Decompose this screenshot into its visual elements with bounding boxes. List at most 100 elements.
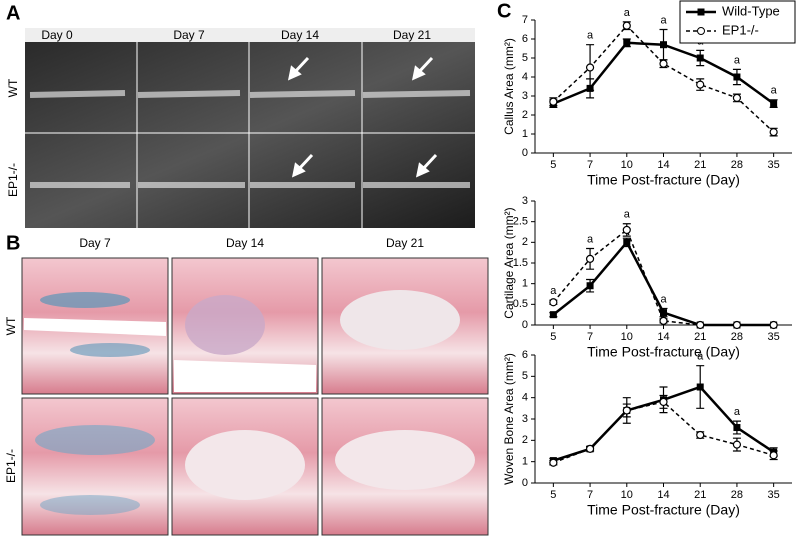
legend-marker bbox=[697, 8, 705, 16]
marker bbox=[732, 93, 742, 103]
panel-label: C bbox=[497, 0, 511, 22]
x-tick-label: 10 bbox=[621, 159, 633, 171]
marker bbox=[770, 100, 778, 108]
marker bbox=[585, 254, 595, 263]
y-tick-label: 1 bbox=[522, 456, 528, 468]
x-tick-label: 28 bbox=[731, 331, 743, 343]
bones bbox=[29, 90, 471, 188]
column-header: Day 14 bbox=[281, 28, 319, 42]
x-axis-label: Time Post-fracture (Day) bbox=[587, 344, 740, 360]
y-tick-label: 3 bbox=[522, 195, 528, 207]
marker bbox=[660, 41, 667, 49]
column-header: Day 21 bbox=[393, 28, 431, 42]
legend-box bbox=[679, 0, 796, 44]
y-tick-label: 0 bbox=[522, 147, 528, 159]
marker bbox=[732, 440, 742, 449]
cell-borders bbox=[25, 42, 475, 228]
y-tick-label: 5 bbox=[522, 370, 528, 382]
x-tick-label: 5 bbox=[550, 489, 556, 501]
marker bbox=[733, 73, 741, 81]
panel-label: B bbox=[6, 232, 20, 254]
marker bbox=[549, 458, 558, 467]
x-tick-label: 10 bbox=[621, 489, 633, 501]
y-tick-label: 4 bbox=[522, 71, 528, 83]
significance-label: a bbox=[734, 54, 741, 66]
significance-label: a bbox=[771, 85, 778, 97]
column-header: Day 21 bbox=[386, 236, 424, 250]
y-tick-label: 1 bbox=[522, 128, 528, 140]
significance-label: a bbox=[587, 30, 594, 42]
x-tick-label: 21 bbox=[694, 159, 706, 171]
marker bbox=[696, 80, 705, 89]
marker bbox=[659, 59, 668, 68]
column-header: Day 7 bbox=[173, 28, 205, 42]
arrows bbox=[287, 56, 438, 178]
x-tick-label: 14 bbox=[657, 159, 669, 171]
x-tick-label: 7 bbox=[587, 159, 593, 171]
x-axis-label: Time Post-fracture (Day) bbox=[587, 172, 740, 188]
marker bbox=[660, 309, 667, 317]
x-tick-label: 14 bbox=[657, 331, 669, 343]
marker bbox=[659, 397, 668, 407]
panel-label: A bbox=[6, 2, 20, 24]
marker bbox=[623, 39, 631, 47]
marker bbox=[733, 424, 741, 432]
marker bbox=[549, 97, 558, 106]
significance-label: a bbox=[587, 233, 594, 245]
y-tick-label: 3 bbox=[522, 413, 528, 425]
significance-label: a bbox=[660, 14, 667, 26]
significance-label: a bbox=[550, 285, 557, 297]
column-header: Day 0 bbox=[41, 28, 73, 42]
row-header: EP1-/- bbox=[6, 163, 20, 197]
x-tick-label: 7 bbox=[587, 489, 593, 501]
marker bbox=[623, 238, 631, 246]
marker bbox=[696, 320, 705, 330]
x-tick-label: 10 bbox=[621, 331, 633, 343]
xray-grid bbox=[25, 42, 475, 228]
x-tick-label: 28 bbox=[731, 489, 743, 501]
y-tick-label: 0.5 bbox=[513, 298, 528, 310]
y-axis-label: Woven Bone Area (mm²) bbox=[502, 353, 516, 485]
x-tick-label: 28 bbox=[731, 159, 743, 171]
y-tick-label: 2.5 bbox=[513, 216, 528, 228]
x-tick-label: 35 bbox=[768, 331, 780, 343]
marker bbox=[586, 282, 594, 290]
marker bbox=[549, 311, 557, 319]
marker bbox=[622, 21, 631, 30]
histology-details bbox=[24, 290, 475, 515]
column-header: Day 14 bbox=[226, 236, 264, 250]
y-tick-label: 4 bbox=[522, 392, 528, 404]
legend-label: Wild-Type bbox=[722, 3, 780, 18]
significance-label: a bbox=[660, 293, 667, 305]
x-axis-label: Time Post-fracture (Day) bbox=[587, 502, 740, 518]
y-tick-label: 6 bbox=[522, 33, 528, 45]
marker bbox=[622, 225, 631, 235]
y-tick-label: 2 bbox=[522, 109, 528, 121]
column-header: Day 7 bbox=[79, 236, 111, 250]
y-axis-label: Callus Area (mm²) bbox=[502, 38, 516, 135]
x-tick-label: 35 bbox=[768, 489, 780, 501]
marker bbox=[622, 406, 631, 415]
y-tick-label: 3 bbox=[522, 90, 528, 102]
legend-label: EP1-/- bbox=[722, 22, 759, 37]
significance-label: a bbox=[734, 406, 741, 418]
x-tick-label: 7 bbox=[587, 331, 593, 343]
y-tick-label: 5 bbox=[522, 52, 528, 64]
y-tick-label: 0 bbox=[522, 319, 528, 331]
marker bbox=[585, 63, 595, 72]
x-tick-label: 21 bbox=[694, 331, 706, 343]
y-tick-label: 7 bbox=[522, 14, 528, 26]
marker bbox=[696, 54, 704, 62]
significance-label: a bbox=[624, 209, 631, 221]
marker bbox=[769, 128, 778, 137]
marker bbox=[659, 316, 668, 325]
y-tick-label: 2 bbox=[522, 434, 528, 446]
y-tick-label: 2 bbox=[522, 236, 528, 248]
marker bbox=[769, 451, 778, 460]
x-tick-label: 35 bbox=[768, 159, 780, 171]
xray-background bbox=[25, 42, 475, 228]
y-axis-label: Cartilage Area (mm²) bbox=[502, 207, 516, 318]
marker bbox=[769, 320, 778, 330]
